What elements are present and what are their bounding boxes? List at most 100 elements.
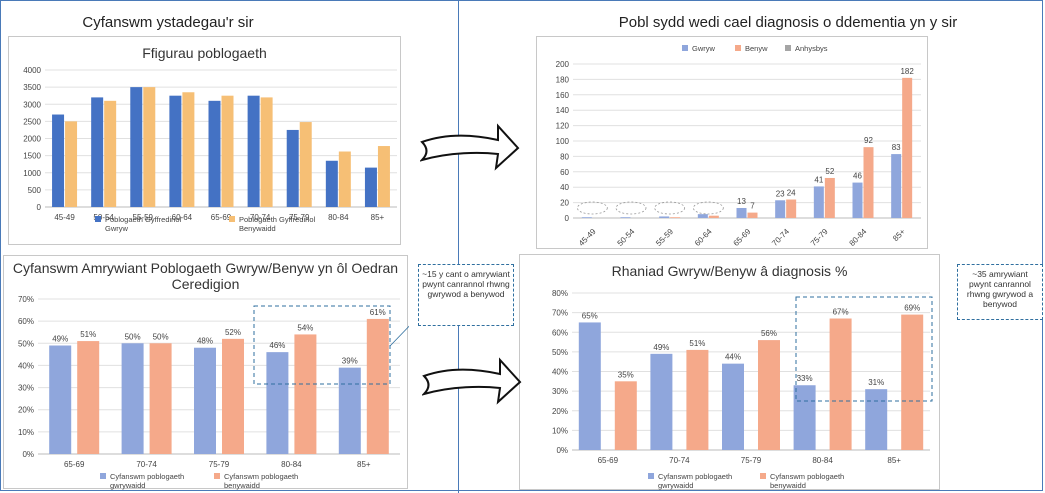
- bar: [364, 167, 377, 207]
- bar: [149, 343, 172, 454]
- x-tick-label: 75-79: [809, 227, 830, 248]
- bar: [52, 114, 65, 207]
- x-tick-label: 75-79: [741, 456, 762, 465]
- legend-label: Benyw: [745, 44, 768, 53]
- bar: [722, 363, 744, 450]
- legend-label: gwrywaidd: [110, 481, 145, 490]
- legend-swatch: [214, 473, 220, 479]
- legend-swatch: [735, 45, 741, 51]
- bar: [852, 182, 863, 218]
- x-tick-label: 55-59: [654, 227, 675, 248]
- data-label: 39%: [342, 357, 358, 366]
- legend-label: benywaidd: [770, 481, 806, 490]
- x-tick-label: 50-54: [616, 227, 637, 248]
- diagnosis-split-chart-panel: Rhaniad Gwryw/Benyw â diagnosis % 0% 10% 2…: [519, 254, 940, 490]
- data-label: 49%: [52, 335, 68, 344]
- x-tick-label: 80-84: [812, 456, 833, 465]
- legend-label: benywaidd: [224, 481, 260, 490]
- y-tick-label: 0%: [556, 446, 568, 455]
- bottom-flow-arrow-icon: [422, 357, 522, 405]
- y-tick-label: 60: [560, 168, 569, 177]
- dementia-chart: 0 20 40 60 80 100 120 140 160 180 200 45-49 50-54 55-…: [556, 44, 921, 248]
- bar: [266, 352, 289, 454]
- bar: [299, 122, 312, 207]
- legend-label: gwrywaidd: [658, 481, 693, 490]
- bar: [829, 318, 852, 450]
- bar: [614, 381, 637, 450]
- x-tick-label: 60-64: [172, 213, 193, 222]
- y-tick-label: 20%: [552, 407, 568, 416]
- population-chart-panel: Ffigurau poblogaeth 0 500 1000 1500 2000 2500…: [8, 36, 401, 245]
- x-tick-label: 85+: [357, 460, 371, 469]
- x-tick-label: 80-84: [848, 227, 869, 248]
- bar: [338, 151, 351, 207]
- small-value-marker: [692, 201, 724, 215]
- small-value-marker: [615, 201, 647, 215]
- variance-chart: 0% 10% 20% 30% 40% 50% 60% 70% 49% 51% 65-69 50% 50%…: [18, 295, 409, 490]
- data-label: 41: [814, 175, 823, 184]
- y-tick-label: 140: [556, 106, 570, 115]
- bar: [247, 95, 260, 207]
- variance-chart-panel: Cyfanswm Amrywiant Poblogaeth Gwryw/Beny…: [3, 255, 409, 490]
- y-tick-label: 70%: [552, 309, 568, 318]
- bar: [208, 100, 221, 207]
- x-tick-label: 85+: [887, 456, 901, 465]
- bar: [891, 154, 902, 218]
- bar: [130, 87, 143, 207]
- data-label: 54%: [297, 323, 313, 332]
- bar: [786, 199, 797, 218]
- bar: [104, 100, 117, 207]
- data-label: 52: [825, 167, 834, 176]
- legend-label: Cyfanswm poblogaeth: [658, 472, 732, 481]
- bar: [286, 129, 299, 207]
- x-tick-label: 55-59: [133, 213, 154, 222]
- bar: [775, 200, 786, 218]
- y-tick-label: 0%: [22, 450, 34, 459]
- legend-label: Poblogaeth Gyffredinol: [239, 215, 315, 224]
- y-tick-label: 3000: [23, 100, 41, 109]
- bar: [77, 341, 100, 454]
- right-variance-note: ~35 amrywiant pwynt canrannol rhwng gwry…: [957, 264, 1043, 320]
- data-label: 56%: [761, 329, 777, 338]
- left-section-header: Cyfanswm ystadegau'r sir: [28, 12, 308, 34]
- variance-chart-title: Cyfanswm Amrywiant Poblogaeth Gwryw/Beny…: [12, 260, 399, 292]
- data-label: 69%: [904, 304, 920, 313]
- data-label: 182: [900, 67, 914, 76]
- x-tick-label: 70-74: [250, 213, 271, 222]
- bar: [581, 217, 592, 218]
- highlight-box: [253, 305, 391, 385]
- data-label: 83: [892, 143, 901, 152]
- bar: [325, 160, 338, 207]
- bar: [221, 95, 234, 207]
- bar: [338, 367, 361, 454]
- data-label: 33%: [797, 374, 813, 383]
- y-tick-label: 60%: [18, 317, 34, 326]
- y-tick-label: 20: [560, 199, 569, 208]
- bar: [863, 147, 874, 218]
- bar: [91, 97, 104, 207]
- legend-swatch: [682, 45, 688, 51]
- legend-label: Cyfanswm poblogaeth: [110, 472, 184, 481]
- small-value-marker: [576, 201, 608, 215]
- y-tick-label: 40%: [18, 361, 34, 370]
- data-label: 49%: [653, 343, 669, 352]
- y-tick-label: 500: [28, 186, 42, 195]
- bar: [143, 87, 156, 207]
- legend-swatch: [95, 216, 101, 222]
- bar: [659, 216, 670, 218]
- y-tick-label: 20%: [18, 406, 34, 415]
- y-tick-label: 3500: [23, 83, 41, 92]
- legend-swatch: [785, 45, 791, 51]
- bar: [736, 207, 747, 218]
- data-label: 48%: [197, 337, 213, 346]
- y-tick-label: 120: [556, 122, 570, 131]
- bar: [620, 217, 631, 218]
- x-tick-label: 65-69: [732, 227, 753, 248]
- bar: [121, 343, 144, 454]
- bar: [901, 314, 924, 450]
- bar: [194, 347, 216, 454]
- y-tick-label: 40: [560, 183, 569, 192]
- x-tick-label: 75-79: [289, 213, 310, 222]
- y-tick-label: 50%: [552, 348, 568, 357]
- data-label: 92: [864, 136, 873, 145]
